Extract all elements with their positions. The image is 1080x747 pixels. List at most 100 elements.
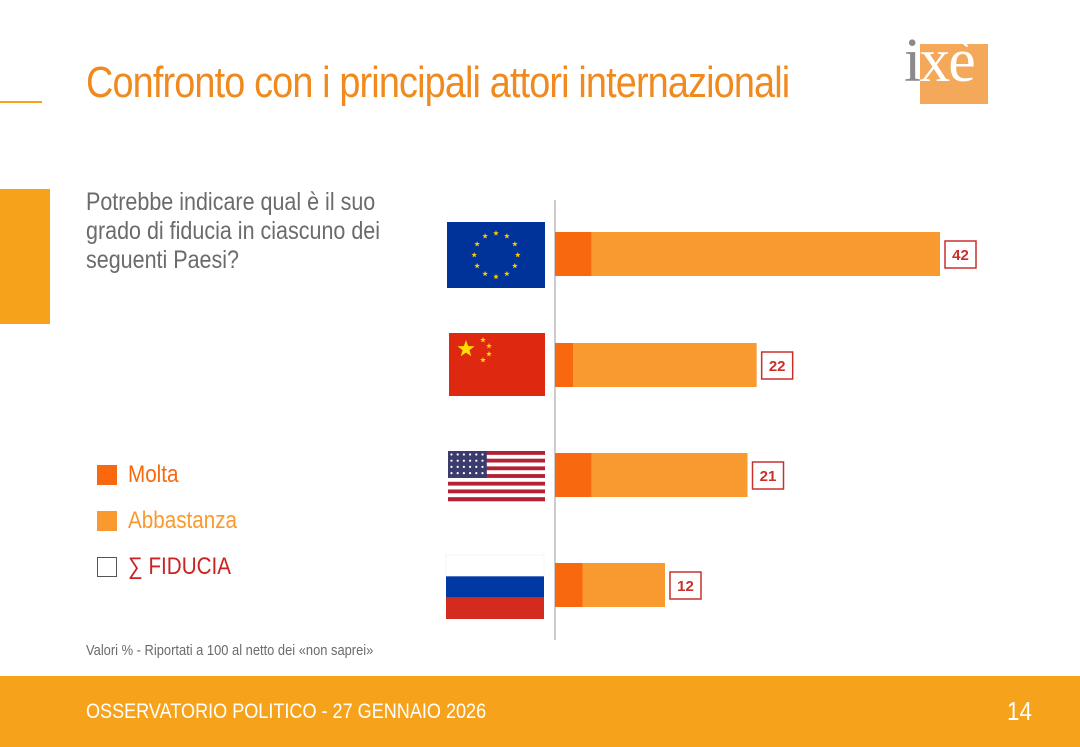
flag-stripe <box>448 493 545 498</box>
flag-star <box>469 465 472 468</box>
legend-swatch <box>97 557 117 577</box>
flag-star <box>462 465 465 468</box>
flag-star <box>482 270 488 277</box>
flag-star <box>493 230 499 236</box>
top-accent-rule <box>0 101 42 103</box>
flag-star <box>475 472 478 475</box>
flag-star <box>475 465 478 468</box>
flag-field <box>449 333 545 396</box>
legend-item: Molta <box>97 452 255 498</box>
flag-star <box>504 270 510 277</box>
total-label: 42 <box>952 247 969 264</box>
eu-flag-icon <box>447 222 545 288</box>
flag-star <box>456 453 459 456</box>
page-title: Confronto con i principali attori intern… <box>86 58 790 107</box>
flag-star <box>481 478 484 481</box>
total-label: 12 <box>677 578 694 595</box>
flag-star <box>450 472 453 475</box>
flag-star <box>450 465 453 468</box>
flag-stripe <box>448 470 545 475</box>
question-text: Potrebbe indicare qual è il suo grado di… <box>86 188 381 274</box>
flag-stripe <box>448 474 545 479</box>
ixe-logo: ixè <box>904 30 990 106</box>
flag-star <box>456 478 459 481</box>
flag-star <box>480 357 486 363</box>
flag-star <box>462 453 465 456</box>
flag-star <box>456 472 459 475</box>
total-label: 22 <box>769 358 786 375</box>
total-label: 21 <box>760 468 777 485</box>
flag-stripe <box>448 454 545 459</box>
bar-segment-abbastanza <box>573 343 757 387</box>
flag-star <box>514 252 521 258</box>
total-label-box <box>669 571 702 600</box>
flag-star <box>481 459 484 462</box>
legend: Molta Abbastanza ∑ FIDUCIA <box>97 452 255 590</box>
footer: OSSERVATORIO POLITICO - 27 GENNAIO 2026 … <box>0 676 1080 747</box>
flag-stripe <box>448 466 545 471</box>
flag-star <box>475 453 478 456</box>
flag-stripe <box>448 485 545 490</box>
china-flag-icon <box>449 333 545 396</box>
total-label-box <box>751 461 785 490</box>
legend-label: Molta <box>128 461 179 488</box>
legend-label: ∑ FIDUCIA <box>128 553 232 580</box>
flag-star <box>450 478 453 481</box>
total-label-box <box>944 240 977 269</box>
flag-star <box>480 337 486 343</box>
logo-square <box>920 44 988 104</box>
flag-star <box>475 459 478 462</box>
flag-star <box>456 459 459 462</box>
legend-item: ∑ FIDUCIA <box>97 544 255 590</box>
flag-star <box>469 478 472 481</box>
flag-canton <box>448 451 487 478</box>
flag-star <box>456 465 459 468</box>
flag-stripe <box>448 451 545 456</box>
footnote: Valori % - Riportati a 100 al netto dei … <box>86 642 374 659</box>
flag-star <box>475 478 478 481</box>
flag-star <box>486 343 492 349</box>
flag-star <box>474 241 480 247</box>
logo-text: ixè <box>904 27 976 95</box>
bar-segment-abbastanza <box>591 453 748 497</box>
trust-bar-chart: 42 22 21 12 <box>445 200 977 640</box>
flag-star <box>486 351 492 357</box>
russia-flag-icon <box>445 554 545 619</box>
flag-star <box>450 459 453 462</box>
usa-flag-icon <box>448 451 545 502</box>
bar-segment-molta <box>555 343 574 387</box>
flag-star <box>469 453 472 456</box>
flag-star <box>457 340 475 357</box>
flag-star <box>462 478 465 481</box>
legend-label: Abbastanza <box>128 507 238 534</box>
flag-star <box>474 262 480 269</box>
flag-band-white <box>445 554 545 577</box>
flag-stripe <box>448 477 545 483</box>
flag-star <box>471 252 478 258</box>
flag-star <box>482 233 488 239</box>
footer-text: OSSERVATORIO POLITICO - 27 GENNAIO 2026 <box>86 700 487 723</box>
flag-star <box>469 472 472 475</box>
flag-star <box>481 453 484 456</box>
flag-star <box>512 262 518 269</box>
bar-segment-abbastanza <box>582 563 665 607</box>
flag-star <box>462 472 465 475</box>
page-number: 14 <box>1007 696 1032 726</box>
flag-star <box>504 233 510 239</box>
bar-segment-abbastanza <box>591 232 940 276</box>
flag-band-red <box>446 597 544 619</box>
flag-star <box>493 273 499 280</box>
side-accent-block <box>0 189 50 324</box>
bar-segment-molta <box>555 232 592 276</box>
flag-star <box>481 472 484 475</box>
flag-stripe <box>448 489 545 494</box>
flag-star <box>462 459 465 462</box>
flag-star <box>450 453 453 456</box>
total-label-box <box>760 351 794 380</box>
legend-swatch <box>97 465 117 485</box>
flag-star <box>469 459 472 462</box>
flag-star <box>512 241 518 247</box>
flag-stripe <box>448 497 545 502</box>
legend-swatch <box>97 511 117 531</box>
flag-star <box>481 465 484 468</box>
